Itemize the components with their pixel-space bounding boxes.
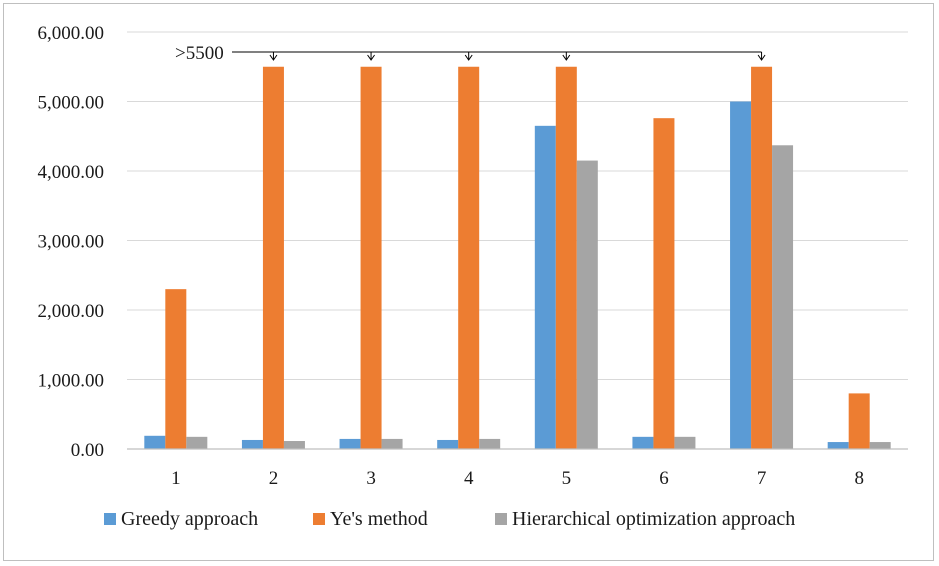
annotation: >5500 <box>175 43 766 64</box>
x-tick-label: 4 <box>464 468 474 489</box>
bar-greedy-approach-7 <box>730 101 752 449</box>
bars <box>144 66 891 450</box>
legend-swatch <box>495 513 507 525</box>
bar-greedy-approach-6 <box>632 436 654 449</box>
annotation-label: >5500 <box>175 43 224 64</box>
bar-ye-s-method-4 <box>458 66 480 449</box>
y-tick-label: 1,000.00 <box>38 371 105 392</box>
bar-ye-s-method-1 <box>165 289 187 449</box>
bar-ye-s-method-3 <box>360 66 382 449</box>
y-tick-label: 2,000.00 <box>38 301 105 322</box>
bar-hierarchical-optimization-approach-5 <box>576 160 598 449</box>
annotation-arrow-head <box>464 54 473 61</box>
y-tick-label: 3,000.00 <box>38 232 105 253</box>
bar-ye-s-method-7 <box>751 66 773 449</box>
legend-swatch <box>104 513 116 525</box>
x-tick-label: 5 <box>562 468 572 489</box>
axes: 0.00 1,000.00 2,000.00 3,000.00 4,000.00 5,00… <box>38 23 908 489</box>
annotation-arrow-head <box>757 54 766 61</box>
x-tick-label: 8 <box>854 468 864 489</box>
legend-label: Greedy approach <box>121 508 258 530</box>
bar-hierarchical-optimization-approach-2 <box>283 441 305 449</box>
y-tick-label: 0.00 <box>71 440 104 461</box>
legend-label: Hierarchical optimization approach <box>512 508 795 530</box>
y-tick-label: 6,000.00 <box>38 23 105 44</box>
y-tick-label: 5,000.00 <box>38 93 105 114</box>
annotation-arrow-head <box>269 54 278 61</box>
bar-greedy-approach-1 <box>144 435 166 449</box>
annotation-arrow-head <box>367 54 375 61</box>
x-tick-label: 2 <box>269 468 279 489</box>
legend-swatch <box>313 513 325 525</box>
x-tick-label: 3 <box>366 468 376 489</box>
bar-ye-s-method-2 <box>262 66 284 449</box>
bar-greedy-approach-2 <box>241 439 263 449</box>
bar-greedy-approach-8 <box>827 442 849 449</box>
bar-ye-s-method-8 <box>848 393 870 449</box>
bar-ye-s-method-5 <box>555 66 577 449</box>
legend: Greedy approach Ye's method Hierarchical o… <box>104 508 795 530</box>
x-tick-label: 6 <box>659 468 669 489</box>
bar-greedy-approach-5 <box>534 125 556 449</box>
bar-greedy-approach-4 <box>437 439 459 449</box>
bar-greedy-approach-3 <box>339 438 361 449</box>
bar-hierarchical-optimization-approach-6 <box>674 436 696 449</box>
annotation-arrow-head <box>562 54 571 61</box>
bar-ye-s-method-6 <box>653 118 675 450</box>
bar-hierarchical-optimization-approach-1 <box>186 436 208 449</box>
bar-hierarchical-optimization-approach-7 <box>772 145 794 449</box>
legend-label: Ye's method <box>330 508 428 530</box>
bar-hierarchical-optimization-approach-3 <box>381 438 403 449</box>
x-tick-label: 1 <box>171 468 181 489</box>
bar-hierarchical-optimization-approach-4 <box>479 438 501 449</box>
y-tick-label: 4,000.00 <box>38 162 105 183</box>
bar-hierarchical-optimization-approach-8 <box>869 442 891 449</box>
x-tick-label: 7 <box>757 468 767 489</box>
